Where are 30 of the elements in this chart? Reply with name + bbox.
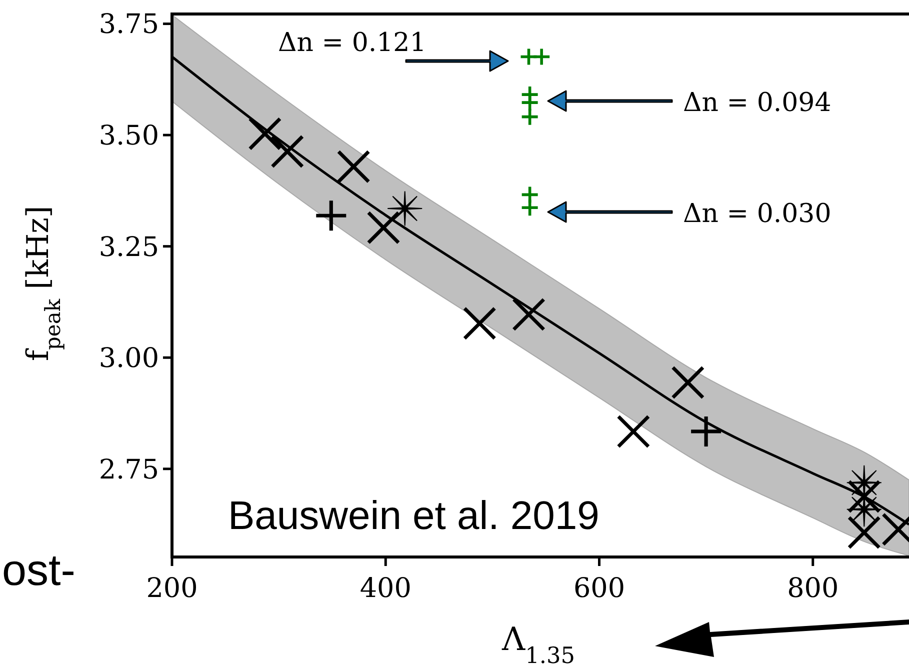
point [691,416,722,446]
point [616,414,650,448]
text: ost- [2,546,76,595]
x-tick-label: 600 [573,573,626,604]
point [522,108,538,125]
y-tick-label: 2.75 [98,454,159,486]
point [248,116,282,150]
point [512,298,546,332]
point [270,134,304,168]
point [462,306,496,340]
y-tick-label: 3.50 [98,120,159,152]
point [534,48,550,65]
annotation: Δn = 0.121 [278,28,426,58]
point [522,94,538,111]
point [366,210,400,244]
annotation: Δn = 0.094 [683,88,832,118]
x-axis-title: Λ$_{1.35}$ [501,620,575,665]
x-tick-label: 200 [146,573,198,604]
point [522,200,538,216]
point [336,150,370,184]
y-tick-label: 3.00 [98,343,159,374]
point [671,366,705,400]
annotation: Bauswein et al. 2019 [228,494,600,538]
x-tick-label: 800 [787,573,839,604]
x-tick-label: 400 [360,573,412,604]
y-tick-label: 3.75 [98,9,159,40]
point [316,200,346,231]
point [387,190,423,226]
y-tick-label: 3.25 [98,232,159,263]
annotation: Δn = 0.030 [683,199,832,229]
